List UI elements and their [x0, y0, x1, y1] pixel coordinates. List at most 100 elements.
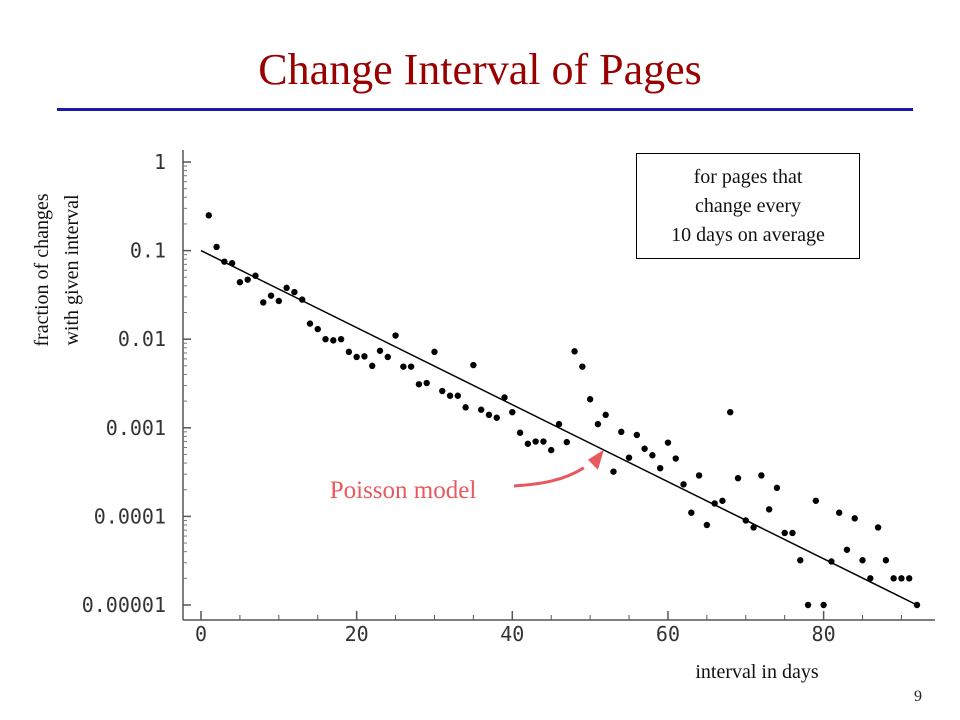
data-point: [828, 558, 835, 565]
data-point: [913, 601, 921, 609]
data-point: [306, 320, 314, 327]
data-point: [703, 521, 711, 529]
note-line-3: 10 days on average: [671, 223, 825, 246]
y-tick-label: 0.00001: [82, 593, 166, 617]
data-point: [244, 276, 251, 283]
data-point: [423, 379, 430, 387]
data-point: [843, 546, 851, 553]
data-point: [516, 429, 524, 436]
data-point: [781, 529, 788, 537]
data-point: [446, 392, 454, 399]
poisson-model-line: [200, 249, 918, 606]
data-point: [376, 347, 384, 354]
data-point: [267, 292, 275, 299]
data-point: [571, 348, 578, 355]
data-point: [555, 420, 563, 428]
data-point: [283, 284, 290, 292]
callout-arrow: [513, 466, 585, 488]
data-point: [688, 509, 695, 516]
data-point: [719, 497, 726, 504]
data-points: [205, 212, 921, 609]
data-point: [345, 348, 353, 356]
data-point: [649, 452, 656, 459]
slide-title: Change Interval of Pages: [258, 45, 702, 94]
data-point: [322, 336, 329, 343]
data-point: [213, 243, 220, 251]
data-point: [594, 420, 602, 428]
data-point: [898, 575, 905, 582]
data-point: [727, 408, 734, 416]
data-point: [641, 445, 648, 452]
data-point: [532, 438, 539, 445]
data-point: [867, 575, 874, 582]
title-rule: [57, 108, 913, 111]
data-point: [384, 353, 391, 361]
data-point: [353, 353, 360, 361]
data-point: [298, 296, 306, 303]
data-point: [228, 260, 236, 267]
data-point: [874, 524, 882, 531]
data-point: [361, 353, 368, 360]
y-tick-label: 0.1: [130, 239, 166, 263]
x-tick-label: 40: [500, 622, 524, 646]
data-point: [252, 272, 259, 279]
data-point: [369, 362, 376, 370]
data-point: [890, 575, 897, 582]
poisson-model-label: Poisson model: [330, 477, 477, 504]
data-point: [509, 408, 516, 416]
data-point: [610, 468, 617, 475]
x-axis-ticks: 0 20 40 60 80: [195, 611, 902, 646]
data-point: [664, 439, 672, 446]
y-tick-label: 0.001: [106, 416, 166, 440]
data-point: [742, 517, 749, 524]
data-point: [812, 497, 820, 504]
data-point: [501, 394, 508, 401]
chart-axes: [182, 150, 935, 621]
data-point: [859, 557, 866, 564]
data-point: [431, 348, 438, 356]
x-tick-label: 0: [195, 622, 207, 646]
note-line-1: for pages that: [693, 165, 803, 188]
data-point: [579, 363, 586, 370]
data-point: [291, 288, 298, 296]
y-tick-label: 1: [154, 150, 166, 174]
data-point: [835, 509, 843, 516]
data-point: [618, 428, 625, 436]
data-point: [462, 404, 469, 411]
data-point: [625, 454, 633, 461]
data-point: [524, 440, 532, 447]
y-axis-label: fraction of changes with given interval: [31, 193, 83, 346]
data-point: [906, 575, 913, 582]
data-point: [789, 529, 796, 537]
data-point: [695, 472, 703, 479]
data-point: [407, 363, 415, 370]
data-point: [548, 446, 555, 454]
data-point: [586, 396, 594, 403]
data-point: [477, 406, 485, 413]
data-point: [205, 212, 212, 219]
data-point: [680, 481, 687, 488]
x-tick-label: 80: [812, 622, 836, 646]
data-point: [758, 472, 765, 479]
data-point: [804, 601, 812, 609]
y-tick-label: 0.01: [118, 327, 166, 351]
data-point: [415, 381, 423, 388]
data-point: [765, 506, 773, 513]
data-point: [275, 297, 283, 305]
data-point: [485, 411, 493, 419]
x-tick-label: 60: [656, 622, 680, 646]
data-point: [392, 332, 399, 339]
data-point: [236, 278, 244, 286]
data-point: [260, 299, 267, 306]
data-point: [493, 414, 500, 421]
data-point: [563, 438, 570, 446]
y-tick-label: 0.0001: [94, 504, 166, 528]
callout-arrowhead: [587, 449, 604, 470]
data-point: [773, 484, 781, 492]
data-point: [711, 500, 718, 507]
note-line-2: change every: [694, 194, 802, 217]
data-point: [470, 361, 477, 369]
y-axis-ticks: 1 0.1 0.01 0.001 0.0001 0.00001: [82, 150, 191, 617]
data-point: [797, 557, 804, 564]
